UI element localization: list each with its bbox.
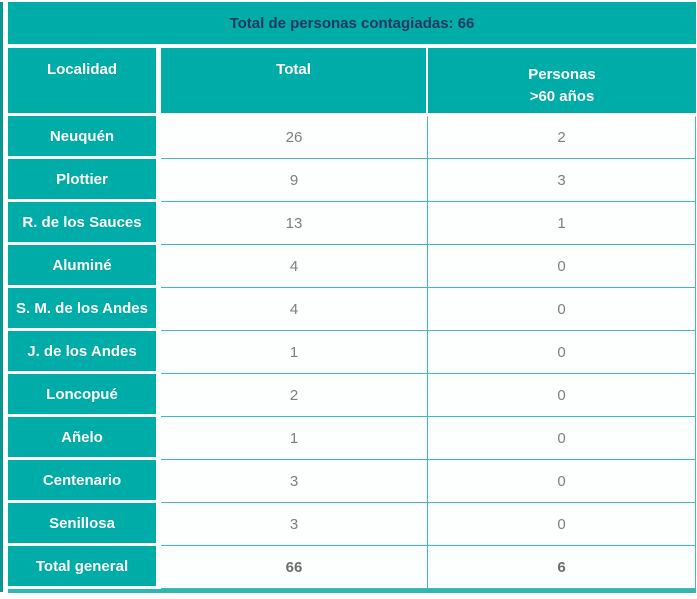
table-row: Aluminé 4 0 — [8, 245, 696, 288]
table-row: R. de los Sauces 13 1 — [8, 202, 696, 245]
table-row: Añelo 1 0 — [8, 417, 696, 460]
row-locality-label: J. de los Andes — [8, 331, 156, 374]
contagion-table: Total de personas contagiadas: 66 Locali… — [8, 2, 696, 593]
table-row: J. de los Andes 1 0 — [8, 331, 696, 374]
row-total-value: 2 — [161, 374, 428, 417]
row-over60-value: 0 — [428, 503, 696, 546]
column-gap — [156, 503, 161, 546]
row-over60-value: 0 — [428, 374, 696, 417]
table-row: Total general 66 6 — [8, 546, 696, 589]
row-over60-value: 0 — [428, 417, 696, 460]
row-over60-value: 0 — [428, 245, 696, 288]
row-locality-label: Neuquén — [8, 116, 156, 159]
column-gap — [156, 546, 161, 589]
row-locality-label: R. de los Sauces — [8, 202, 156, 245]
row-total-value: 1 — [161, 331, 428, 374]
column-header-personas-60: Personas >60 años — [428, 48, 696, 113]
table-left-edge-accent — [0, 2, 3, 592]
row-locality-label: Senillosa — [8, 503, 156, 546]
column-header-total: Total — [161, 48, 428, 113]
row-total-value: 3 — [161, 503, 428, 546]
row-over60-value: 0 — [428, 331, 696, 374]
column-gap — [156, 159, 161, 202]
column-gap — [156, 460, 161, 503]
row-total-value: 4 — [161, 288, 428, 331]
table-header-row: Localidad Total Personas >60 años — [8, 48, 696, 113]
row-locality-label: Aluminé — [8, 245, 156, 288]
table-row: Loncopué 2 0 — [8, 374, 696, 417]
row-locality-label: Loncopué — [8, 374, 156, 417]
row-total-value: 26 — [161, 116, 428, 159]
table-body: Neuquén 26 2 Plottier 9 3 R. de los Sauc… — [8, 116, 696, 589]
column-gap — [156, 288, 161, 331]
row-total-value: 9 — [161, 159, 428, 202]
row-over60-value: 2 — [428, 116, 696, 159]
column-gap — [156, 245, 161, 288]
table-title-band: Total de personas contagiadas: 66 — [8, 2, 696, 44]
row-over60-value: 6 — [428, 546, 696, 589]
row-locality-label: Total general — [8, 546, 156, 589]
row-total-value: 4 — [161, 245, 428, 288]
table-row: Plottier 9 3 — [8, 159, 696, 202]
column-gap — [156, 331, 161, 374]
row-total-value: 66 — [161, 546, 428, 589]
column-gap — [156, 48, 161, 113]
row-locality-label: Añelo — [8, 417, 156, 460]
column-header-personas-line1: Personas — [528, 66, 596, 83]
column-gap — [156, 202, 161, 245]
row-over60-value: 0 — [428, 460, 696, 503]
row-total-value: 3 — [161, 460, 428, 503]
row-total-value: 13 — [161, 202, 428, 245]
column-gap — [156, 116, 161, 159]
row-over60-value: 0 — [428, 288, 696, 331]
table-bottom-border — [8, 589, 696, 593]
column-gap — [156, 417, 161, 460]
table-row: Senillosa 3 0 — [8, 503, 696, 546]
row-locality-label: Plottier — [8, 159, 156, 202]
table-title: Total de personas contagiadas: 66 — [229, 14, 475, 32]
row-locality-label: S. M. de los Andes — [8, 288, 156, 331]
column-gap — [156, 374, 161, 417]
table-row: S. M. de los Andes 4 0 — [8, 288, 696, 331]
table-row: Centenario 3 0 — [8, 460, 696, 503]
column-header-personas-line2: >60 años — [529, 88, 595, 105]
row-locality-label: Centenario — [8, 460, 156, 503]
row-total-value: 1 — [161, 417, 428, 460]
column-header-localidad: Localidad — [8, 48, 156, 113]
table-row: Neuquén 26 2 — [8, 116, 696, 159]
row-over60-value: 3 — [428, 159, 696, 202]
row-over60-value: 1 — [428, 202, 696, 245]
